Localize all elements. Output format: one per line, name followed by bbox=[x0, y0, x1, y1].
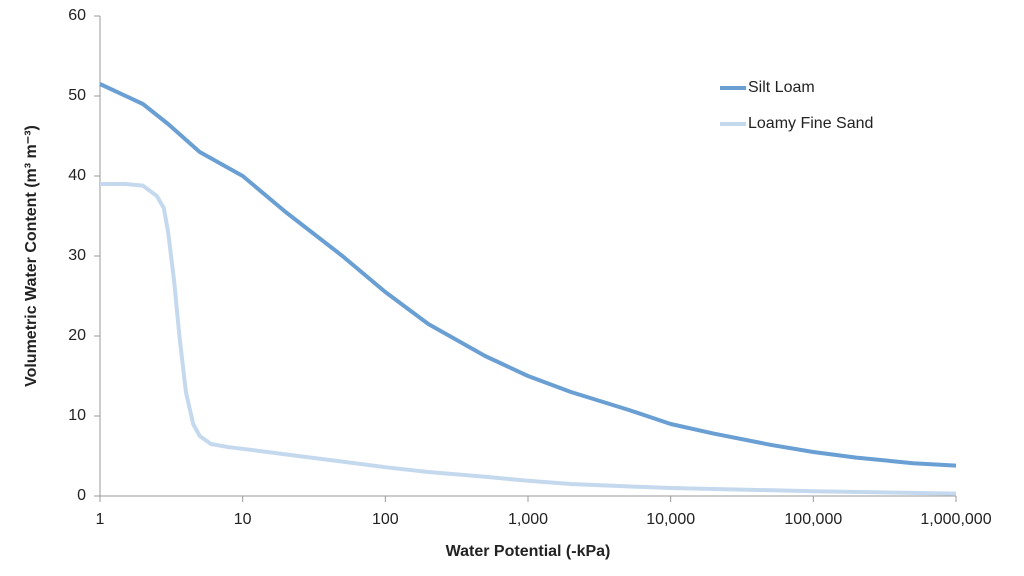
y-axis-label: Volumetric Water Content (m³ m⁻³) bbox=[23, 125, 40, 387]
x-tick-label: 1 bbox=[96, 511, 105, 528]
x-tick-label: 10 bbox=[234, 511, 252, 528]
y-tick-label: 60 bbox=[68, 7, 86, 24]
legend-label: Loamy Fine Sand bbox=[748, 115, 873, 132]
x-tick-label: 1,000,000 bbox=[920, 511, 991, 528]
x-tick-label: 1,000 bbox=[508, 511, 548, 528]
y-tick-label: 10 bbox=[68, 407, 86, 424]
legend-label: Silt Loam bbox=[748, 79, 815, 96]
y-tick-label: 0 bbox=[77, 487, 86, 504]
y-tick-label: 50 bbox=[68, 87, 86, 104]
y-tick-label: 20 bbox=[68, 327, 86, 344]
y-tick-label: 40 bbox=[68, 167, 86, 184]
series-line bbox=[100, 182, 957, 496]
series-line bbox=[99, 82, 957, 468]
y-tick-label: 30 bbox=[68, 247, 86, 264]
x-tick-label: 100,000 bbox=[784, 511, 842, 528]
x-axis-label: Water Potential (-kPa) bbox=[446, 543, 611, 560]
x-tick-label: 10,000 bbox=[646, 511, 695, 528]
x-tick-label: 100 bbox=[372, 511, 399, 528]
